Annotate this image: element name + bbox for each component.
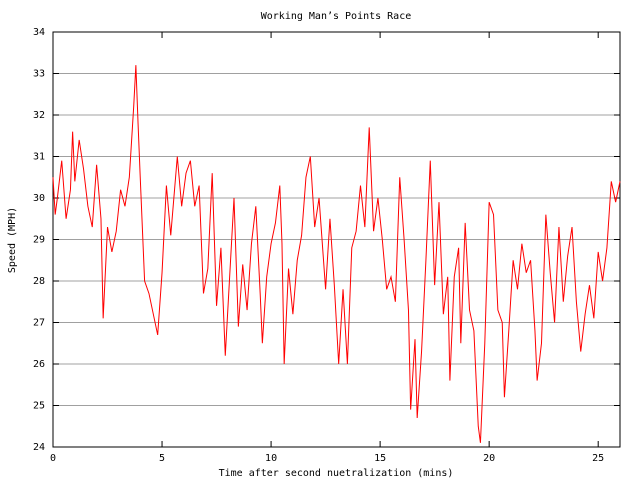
data-line (52, 65, 621, 443)
y-tick-label: 27 (33, 318, 45, 329)
y-tick-label: 28 (33, 276, 45, 287)
y-tick-label: 30 (33, 193, 45, 204)
x-axis-label: Time after second nuetralization (mins) (219, 468, 454, 479)
x-tick-label: 0 (50, 453, 56, 464)
y-axis-label: Speed (MPH) (7, 207, 18, 273)
chart-title: Working Man’s Points Race (261, 11, 412, 22)
x-tick-label: 15 (374, 453, 386, 464)
y-tick-label: 26 (33, 359, 45, 370)
y-tick-label: 33 (33, 69, 45, 80)
plot-border (52, 31, 621, 448)
x-tick-label: 25 (592, 453, 604, 464)
x-tick-label: 5 (159, 453, 165, 464)
x-tick-label: 10 (265, 453, 277, 464)
y-tick-label: 31 (33, 152, 45, 163)
y-tick-label: 29 (33, 235, 45, 246)
x-tick-label: 20 (483, 453, 495, 464)
y-tick-label: 34 (33, 27, 45, 38)
y-tick-label: 24 (33, 442, 45, 453)
y-tick-label: 25 (33, 401, 45, 412)
y-tick-label: 32 (33, 110, 45, 121)
